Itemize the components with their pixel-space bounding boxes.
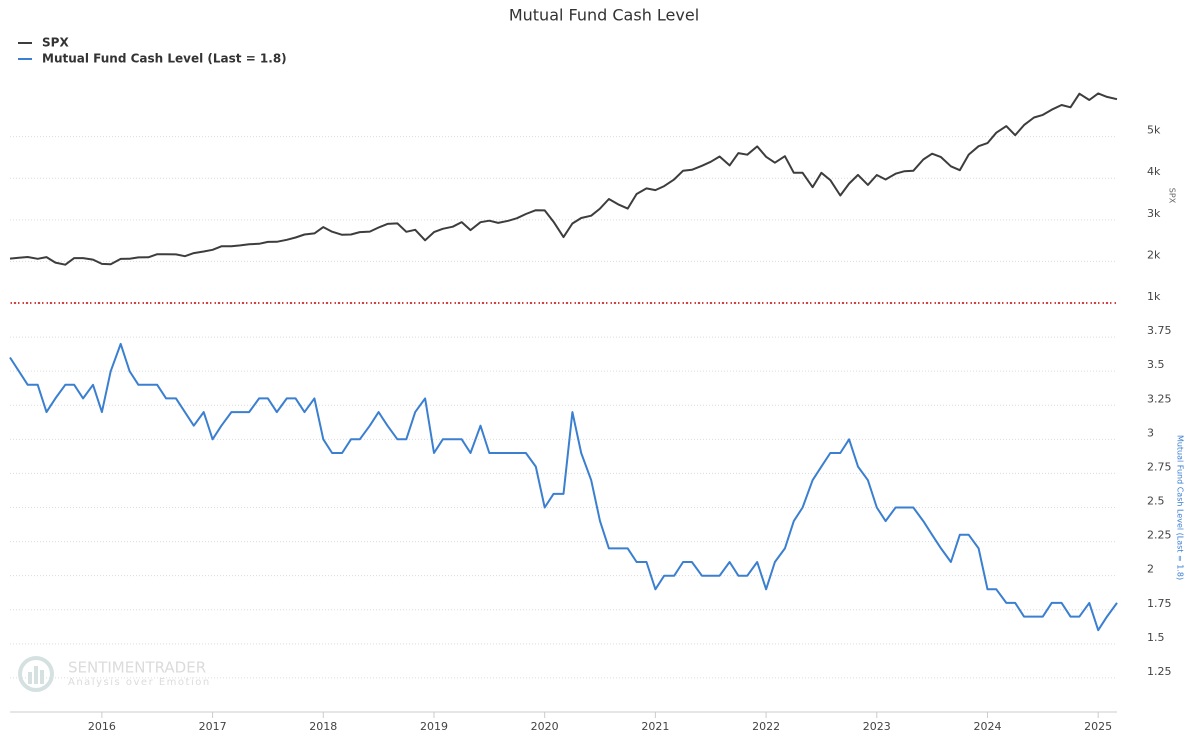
watermark-logo-bar <box>34 666 38 684</box>
legend-label: Mutual Fund Cash Level (Last = 1.8) <box>42 52 287 66</box>
x-tick-label: 2017 <box>199 720 227 733</box>
x-tick-label: 2016 <box>88 720 116 733</box>
y-tick-label: 3.75 <box>1147 324 1172 337</box>
y-tick-label: 3.25 <box>1147 392 1172 405</box>
watermark-brand: SENTIMENTRADER <box>68 659 206 677</box>
watermark-logo <box>18 656 54 692</box>
chart-title: Mutual Fund Cash Level <box>509 6 699 25</box>
x-tick-label: 2021 <box>641 720 669 733</box>
series-line <box>9 92 1118 266</box>
watermark-logo-bar <box>28 672 32 684</box>
y-tick-label: 1.5 <box>1147 631 1165 644</box>
x-tick-label: 2019 <box>420 720 448 733</box>
y-tick-label: 2.25 <box>1147 529 1172 542</box>
x-tick-label: 2024 <box>973 720 1001 733</box>
series-line <box>9 342 1118 632</box>
y-tick-label: 1.25 <box>1147 665 1172 678</box>
legend-label: SPX <box>42 36 69 50</box>
x-tick-label: 2023 <box>863 720 891 733</box>
watermark-tagline: Analysis over Emotion <box>68 677 211 688</box>
y-tick-label: 2k <box>1147 248 1161 261</box>
y-tick-label: 2.5 <box>1147 495 1165 508</box>
y-tick-label: 1k <box>1147 290 1161 303</box>
y-tick-label: 4k <box>1147 165 1161 178</box>
y-tick-label: 5k <box>1147 124 1161 137</box>
y-tick-label: 3 <box>1147 426 1154 439</box>
axis-title: SPX <box>1168 188 1177 204</box>
axis-title: Mutual Fund Cash Level (Last = 1.8) <box>1176 435 1185 580</box>
y-tick-label: 1.75 <box>1147 597 1172 610</box>
x-tick-label: 2022 <box>752 720 780 733</box>
y-tick-label: 2.75 <box>1147 460 1172 473</box>
watermark-logo-bar <box>40 670 44 684</box>
x-tick-label: 2025 <box>1084 720 1112 733</box>
y-tick-label: 3k <box>1147 207 1161 220</box>
x-tick-label: 2020 <box>531 720 559 733</box>
y-tick-label: 2 <box>1147 563 1154 576</box>
x-tick-label: 2018 <box>309 720 337 733</box>
watermark: SENTIMENTRADER Analysis over Emotion <box>18 656 211 692</box>
y-tick-label: 3.5 <box>1147 358 1165 371</box>
